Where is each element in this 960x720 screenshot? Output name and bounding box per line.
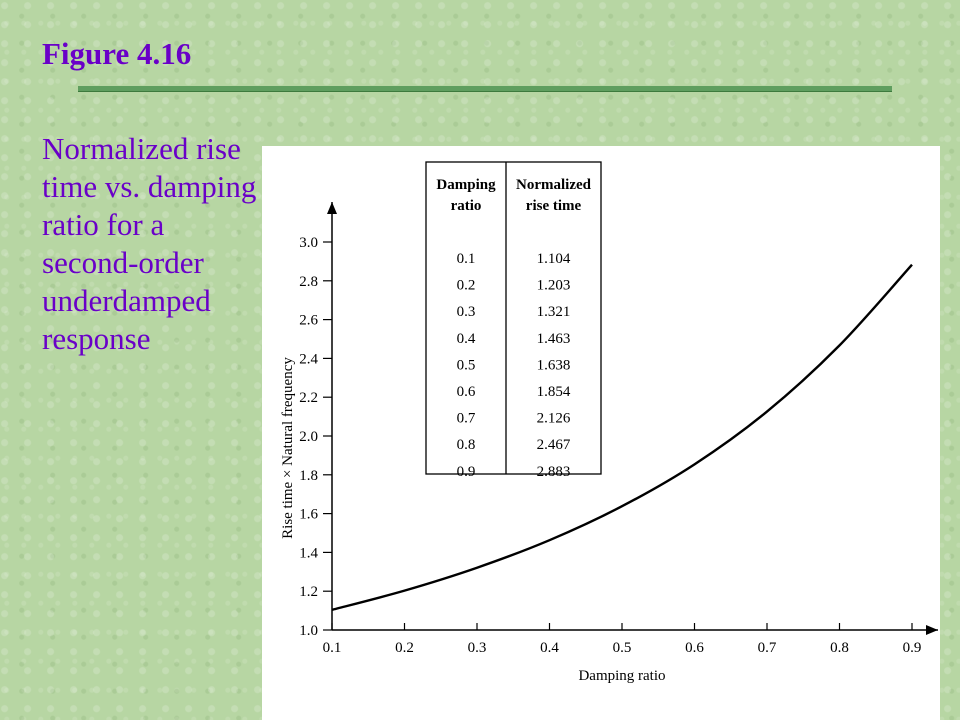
caption-line: response bbox=[42, 321, 151, 356]
data-table-frame bbox=[425, 161, 602, 475]
x-tick-label: 0.5 bbox=[613, 640, 632, 656]
x-tick-label: 0.6 bbox=[685, 640, 704, 656]
x-axis-title: Damping ratio bbox=[578, 668, 665, 684]
y-tick-label: 1.4 bbox=[299, 545, 318, 561]
table-cell: 0.8 bbox=[457, 437, 476, 453]
data-curve bbox=[331, 263, 913, 611]
x-tick-label: 0.7 bbox=[758, 640, 777, 656]
y-tick-label: 2.6 bbox=[299, 313, 318, 329]
x-tick-label: 0.1 bbox=[323, 640, 342, 656]
table-header: ratio bbox=[451, 198, 482, 214]
y-axis-arrow bbox=[327, 202, 337, 214]
y-tick-label: 1.0 bbox=[299, 623, 318, 639]
x-tick-label: 0.4 bbox=[540, 640, 559, 656]
caption-line: ratio for a bbox=[42, 207, 165, 242]
table-header: Damping bbox=[436, 177, 496, 193]
table-cell: 0.6 bbox=[457, 384, 476, 400]
y-tick-label: 1.6 bbox=[299, 507, 318, 523]
table-cell: 2.883 bbox=[537, 464, 571, 480]
y-tick-label: 3.0 bbox=[299, 235, 318, 251]
caption-line: second-order bbox=[42, 245, 204, 280]
caption-line: underdamped bbox=[42, 283, 211, 318]
caption-line: time vs. damping bbox=[42, 169, 257, 204]
title-divider bbox=[78, 86, 892, 91]
x-tick-label: 0.9 bbox=[903, 640, 922, 656]
slide-title: Figure 4.16 bbox=[42, 36, 192, 71]
table-cell: 1.321 bbox=[537, 304, 571, 320]
table-cell: 0.5 bbox=[457, 357, 476, 373]
table-cell: 1.638 bbox=[537, 357, 571, 373]
table-cell: 1.104 bbox=[537, 251, 571, 267]
x-tick-label: 0.8 bbox=[830, 640, 849, 656]
table-cell: 0.2 bbox=[457, 278, 476, 294]
y-tick-label: 2.2 bbox=[299, 390, 318, 406]
figure-caption: Normalized rise time vs. damping ratio f… bbox=[42, 130, 312, 358]
table-cell: 0.9 bbox=[457, 464, 476, 480]
table-header: Normalized bbox=[516, 177, 592, 193]
table-header: rise time bbox=[526, 198, 582, 214]
table-cell: 2.126 bbox=[537, 411, 571, 427]
x-tick-label: 0.3 bbox=[468, 640, 487, 656]
table-cell: 2.467 bbox=[537, 437, 571, 453]
y-tick-label: 2.8 bbox=[299, 274, 318, 290]
figure-panel: 0.1 0.2 0.3 0.4 0.5 0.6 0.7 0.8 0.9 1.0 1.2 1.4 1.6 1… bbox=[262, 146, 940, 720]
y-tick-label: 2.4 bbox=[299, 351, 318, 367]
y-axis-title: Rise time × Natural frequency bbox=[280, 357, 296, 539]
table-cell: 1.854 bbox=[537, 384, 571, 400]
caption-line: Normalized rise bbox=[42, 131, 241, 166]
table-cell: 0.7 bbox=[457, 411, 476, 427]
rise-time-chart: 0.1 0.2 0.3 0.4 0.5 0.6 0.7 0.8 0.9 1.0 1.2 1.4 1.6 1… bbox=[280, 161, 938, 684]
y-tick-label: 2.0 bbox=[299, 429, 318, 445]
table-cell: 1.463 bbox=[537, 331, 571, 347]
y-tick-label: 1.8 bbox=[299, 468, 318, 484]
table-cell: 0.4 bbox=[457, 331, 476, 347]
table-cell: 0.3 bbox=[457, 304, 476, 320]
table-cell: 0.1 bbox=[457, 251, 476, 267]
table-cell: 1.203 bbox=[537, 278, 571, 294]
y-tick-label: 1.2 bbox=[299, 584, 318, 600]
x-axis-arrow bbox=[926, 625, 938, 635]
x-tick-label: 0.2 bbox=[395, 640, 414, 656]
